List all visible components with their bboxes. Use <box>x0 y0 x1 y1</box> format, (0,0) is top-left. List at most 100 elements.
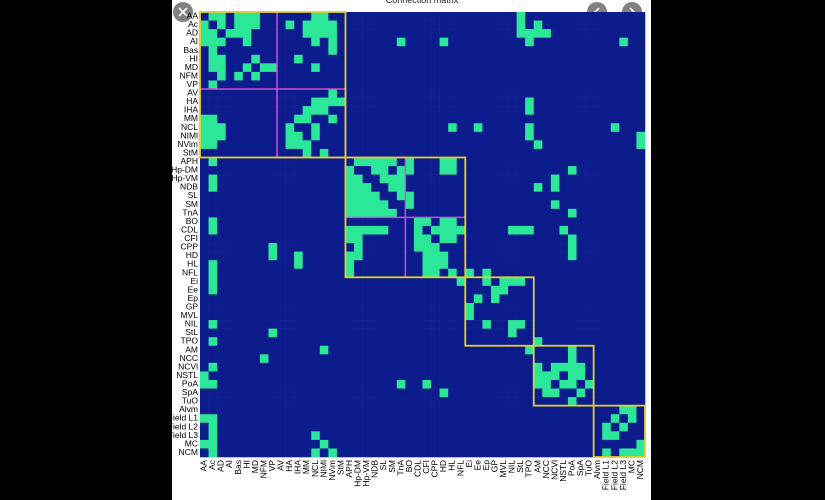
cell <box>328 320 338 329</box>
cell <box>396 20 406 30</box>
cell <box>413 166 423 175</box>
cell <box>319 388 329 398</box>
cell <box>294 225 303 235</box>
cell <box>610 397 620 406</box>
cell <box>585 89 594 98</box>
cell <box>259 131 269 141</box>
cell <box>251 97 261 107</box>
cell <box>225 12 235 21</box>
cell <box>619 234 629 244</box>
cell <box>388 234 398 244</box>
cell <box>268 89 278 98</box>
cell <box>242 80 252 90</box>
cell <box>516 200 526 210</box>
cell <box>567 405 577 415</box>
cell <box>371 345 381 355</box>
cell <box>413 379 423 389</box>
cell <box>285 208 295 218</box>
cell <box>251 80 261 90</box>
cell <box>336 397 346 406</box>
cell <box>619 148 629 158</box>
cell <box>499 20 509 30</box>
cell <box>277 12 286 21</box>
cell <box>550 131 560 141</box>
cell <box>302 243 312 252</box>
cell <box>362 106 372 115</box>
cell <box>550 166 560 175</box>
cell <box>336 251 346 261</box>
cell <box>508 311 517 321</box>
cell <box>234 268 244 278</box>
cell <box>636 80 646 90</box>
cell <box>559 106 569 115</box>
cell <box>576 362 586 372</box>
cell <box>456 354 466 364</box>
cell <box>208 448 218 458</box>
cell <box>490 97 500 107</box>
cell <box>499 54 509 64</box>
cell <box>362 311 372 321</box>
cell <box>294 208 303 218</box>
cell <box>259 388 269 398</box>
column-label: Bas <box>233 460 243 475</box>
cell <box>302 251 312 261</box>
cell <box>473 328 483 338</box>
cell <box>576 414 586 424</box>
cell <box>431 166 440 175</box>
cell <box>610 80 620 90</box>
cell <box>448 311 458 321</box>
cell <box>319 345 329 355</box>
cell <box>362 97 372 107</box>
cell <box>234 97 244 107</box>
cell <box>379 106 389 115</box>
cell <box>405 200 415 210</box>
cell <box>619 97 629 107</box>
cell <box>593 200 603 210</box>
cell <box>636 140 646 150</box>
cell <box>533 191 543 201</box>
cell <box>277 311 286 321</box>
cell <box>345 337 355 347</box>
cell <box>482 234 492 244</box>
cell <box>259 260 269 270</box>
cell <box>602 397 612 406</box>
cell <box>217 320 226 329</box>
cell <box>251 89 261 98</box>
cell <box>610 439 620 449</box>
cell <box>508 200 517 210</box>
cell <box>585 208 594 218</box>
cell <box>234 260 244 270</box>
cell <box>431 46 440 56</box>
cell <box>473 114 483 124</box>
cell <box>362 131 372 141</box>
cell <box>473 71 483 81</box>
cell <box>456 328 466 338</box>
cell <box>550 294 560 304</box>
cell <box>294 12 303 21</box>
cell <box>396 251 406 261</box>
cell <box>302 294 312 304</box>
cell <box>259 148 269 158</box>
cell <box>362 285 372 295</box>
cell <box>302 414 312 424</box>
close-button[interactable] <box>173 2 193 22</box>
cell <box>319 106 329 115</box>
cell <box>242 123 252 133</box>
cell <box>345 371 355 381</box>
cell <box>636 46 646 56</box>
cell <box>277 439 286 449</box>
cell <box>499 328 509 338</box>
cell <box>259 345 269 355</box>
cell <box>388 320 398 329</box>
cell <box>465 54 475 64</box>
cell <box>379 243 389 252</box>
cell <box>200 80 209 90</box>
cell <box>593 448 603 458</box>
cell <box>328 302 338 312</box>
cell <box>345 268 355 278</box>
cell <box>619 431 629 441</box>
cell <box>319 140 329 150</box>
cell <box>396 294 406 304</box>
cell <box>328 12 338 21</box>
cell <box>593 337 603 347</box>
